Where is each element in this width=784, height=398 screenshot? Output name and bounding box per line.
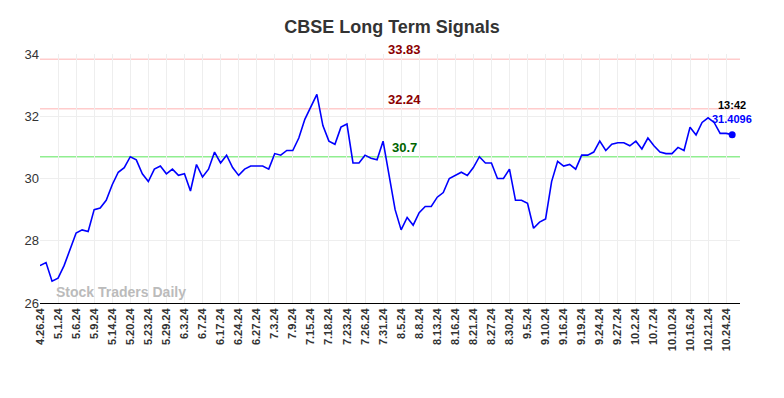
svg-text:32: 32 [25,109,39,124]
svg-text:7.23.24: 7.23.24 [341,308,353,346]
svg-text:7.15.24: 7.15.24 [304,308,316,346]
svg-text:34: 34 [25,47,39,62]
svg-text:28: 28 [25,233,39,248]
svg-text:7.3.24: 7.3.24 [268,308,280,339]
svg-text:10.7.24: 10.7.24 [648,308,660,346]
svg-text:4.26.24: 4.26.24 [34,308,46,346]
svg-text:5.9.24: 5.9.24 [88,308,100,339]
svg-text:30: 30 [25,171,39,186]
svg-text:9.10.24: 9.10.24 [539,308,551,346]
svg-text:7.9.24: 7.9.24 [286,308,298,339]
svg-text:6.27.24: 6.27.24 [250,308,262,346]
svg-text:6.3.24: 6.3.24 [178,308,190,339]
svg-text:10.24.24: 10.24.24 [720,308,732,352]
svg-text:32.24: 32.24 [388,92,421,107]
svg-text:5.1.24: 5.1.24 [52,308,64,339]
svg-text:10.2.24: 10.2.24 [629,308,641,346]
svg-text:8.27.24: 8.27.24 [485,308,497,346]
svg-text:13:42: 13:42 [718,99,746,111]
svg-text:9.27.24: 9.27.24 [611,308,623,346]
svg-text:10.16.24: 10.16.24 [684,308,696,352]
svg-text:8.5.24: 8.5.24 [395,308,407,339]
svg-text:7.26.24: 7.26.24 [359,308,371,346]
svg-text:5.20.24: 5.20.24 [124,308,136,346]
svg-text:31.4096: 31.4096 [712,113,752,125]
svg-text:7.18.24: 7.18.24 [322,308,334,346]
svg-text:5.14.24: 5.14.24 [106,308,118,346]
svg-text:8.21.24: 8.21.24 [467,308,479,346]
svg-text:6.7.24: 6.7.24 [196,308,208,339]
svg-text:6.24.24: 6.24.24 [232,308,244,346]
svg-text:9.16.24: 9.16.24 [557,308,569,346]
svg-text:9.5.24: 9.5.24 [521,308,533,339]
svg-text:CBSE Long Term Signals: CBSE Long Term Signals [284,17,500,37]
svg-text:33.83: 33.83 [388,42,421,57]
svg-text:5.29.24: 5.29.24 [160,308,172,346]
svg-text:26: 26 [25,296,39,311]
svg-text:Stock Traders Daily: Stock Traders Daily [56,284,186,300]
svg-text:10.21.24: 10.21.24 [702,308,714,352]
svg-text:10.10.24: 10.10.24 [666,308,678,352]
svg-text:6.17.24: 6.17.24 [214,308,226,346]
svg-text:5.23.24: 5.23.24 [142,308,154,346]
svg-text:9.24.24: 9.24.24 [593,308,605,346]
svg-text:30.7: 30.7 [392,140,417,155]
svg-text:7.31.24: 7.31.24 [377,308,389,346]
svg-text:8.16.24: 8.16.24 [449,308,461,346]
svg-text:9.19.24: 9.19.24 [575,308,587,346]
svg-text:8.8.24: 8.8.24 [413,308,425,339]
svg-text:8.30.24: 8.30.24 [503,308,515,346]
svg-text:5.6.24: 5.6.24 [70,308,82,339]
svg-text:8.13.24: 8.13.24 [431,308,443,346]
